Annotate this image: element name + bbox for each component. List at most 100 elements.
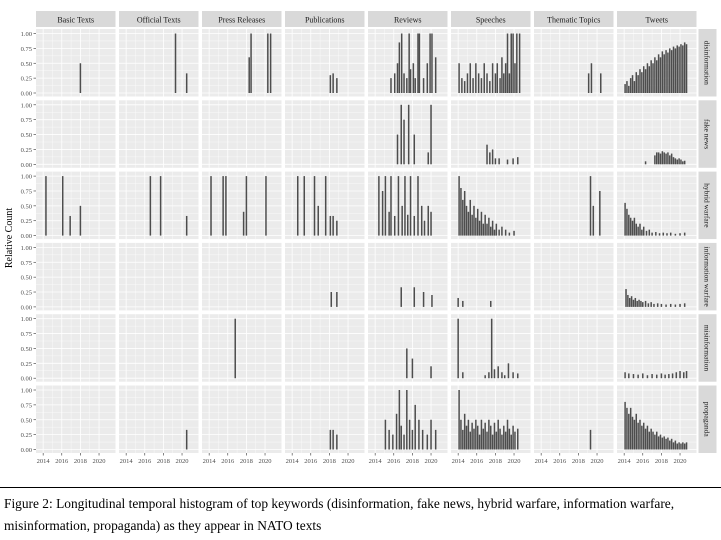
histogram-bar: [683, 372, 685, 379]
x-tick-label: 2014: [618, 458, 632, 465]
histogram-bar: [493, 229, 496, 236]
histogram-bar: [185, 429, 188, 450]
histogram-bar: [463, 81, 466, 93]
row-strip-label: fake news: [703, 119, 712, 149]
histogram-bar: [469, 431, 472, 450]
y-tick-label: 1.00: [21, 31, 32, 38]
histogram-bar: [628, 413, 630, 450]
panel-background: [36, 242, 116, 311]
histogram-bar: [242, 211, 245, 236]
histogram-bar: [486, 431, 488, 450]
histogram-bar: [666, 233, 668, 236]
histogram-bar: [663, 152, 665, 165]
column-strip-official-texts: Official Texts: [119, 11, 199, 27]
y-tick-label: 0.25: [21, 147, 32, 154]
facet-panel-hybrid-warfare-speeches: [451, 171, 531, 240]
facet-panel-disinformation-speeches: [451, 29, 531, 97]
histogram-bar: [646, 63, 649, 93]
histogram-bar: [417, 176, 419, 236]
histogram-bar: [635, 72, 638, 93]
row-strip-bg: [698, 29, 717, 97]
histogram-bar: [303, 176, 306, 236]
histogram-bar: [269, 33, 272, 93]
histogram-bar: [248, 57, 250, 93]
histogram-bar: [504, 229, 507, 236]
facet-panel-information-warfare-publications: [285, 242, 365, 311]
panel-background: [202, 242, 282, 311]
panel-background: [119, 171, 199, 240]
histogram-bar: [670, 438, 673, 450]
histogram-bar: [408, 419, 411, 450]
histogram-bar: [513, 230, 515, 236]
row-strip-label: propaganda: [703, 402, 712, 438]
facet-panel-fake-news-basic-texts: [36, 100, 116, 168]
histogram-bar: [491, 434, 494, 450]
histogram-bar: [336, 292, 338, 307]
histogram-bar: [517, 373, 519, 379]
figure-caption: Figure 2: Longitudinal temporal histogra…: [4, 496, 675, 533]
histogram-bar: [662, 232, 665, 236]
facet-panel-misinformation-basic-texts: [36, 314, 116, 382]
histogram-bar: [656, 431, 658, 450]
histogram-bar: [488, 372, 490, 379]
histogram-bar: [423, 220, 426, 236]
histogram-bar: [431, 295, 433, 307]
y-tick-label: 0.00: [21, 304, 32, 311]
histogram-bar: [406, 78, 408, 93]
histogram-bar: [397, 176, 400, 236]
y-tick-label: 0.75: [21, 188, 32, 195]
histogram-bar: [626, 208, 628, 236]
histogram-bar: [495, 431, 498, 450]
histogram-bar: [497, 366, 499, 379]
histogram-bar: [644, 161, 647, 165]
histogram-bar: [510, 33, 512, 93]
column-strip-label: Official Texts: [137, 16, 181, 25]
histogram-bar: [641, 72, 643, 93]
panel-background: [285, 100, 365, 168]
column-strip-press-releases: Press Releases: [202, 11, 282, 27]
histogram-bar: [457, 297, 459, 307]
histogram-bar: [490, 226, 492, 236]
histogram-bar: [679, 371, 681, 379]
column-strip-label: Basic Texts: [57, 16, 94, 25]
histogram-bar: [384, 419, 387, 450]
histogram-bar: [679, 233, 681, 236]
histogram-bar: [336, 220, 338, 236]
histogram-bar: [628, 214, 630, 236]
histogram-bar: [656, 152, 658, 165]
histogram-bar: [406, 348, 408, 379]
panel-background: [202, 100, 282, 168]
histogram-bar: [494, 73, 497, 93]
histogram-bar: [488, 419, 490, 450]
x-tick-label: 2016: [387, 458, 401, 465]
row-strip-bg: [698, 385, 717, 453]
histogram-bar: [430, 104, 432, 165]
histogram-bar: [665, 438, 667, 450]
column-strip-reviews: Reviews: [368, 11, 448, 27]
histogram-bar: [518, 33, 521, 93]
histogram-bar: [329, 429, 332, 450]
panel-background: [202, 29, 282, 97]
histogram-bar: [630, 296, 633, 307]
histogram-bar: [484, 214, 486, 236]
histogram-bar: [332, 429, 334, 450]
y-tick-label: 0.25: [21, 432, 32, 439]
histogram-bar: [411, 358, 414, 379]
histogram-bar: [45, 176, 47, 236]
histogram-bar: [79, 63, 82, 93]
histogram-bar: [636, 300, 638, 307]
histogram-bar: [650, 428, 652, 450]
histogram-bar: [491, 149, 494, 165]
facet-panel-misinformation-publications: [285, 314, 365, 382]
y-axis-label: Relative Count: [4, 208, 15, 268]
histogram-bar: [413, 287, 416, 307]
histogram-bar: [484, 422, 486, 450]
facet-panel-information-warfare-reviews: [368, 242, 448, 311]
panel-background: [285, 242, 365, 311]
histogram-bar: [501, 434, 503, 450]
histogram-bar: [473, 428, 475, 450]
column-strip-bg: [534, 11, 614, 27]
facet-panel-propaganda-official-texts: [119, 385, 199, 453]
row-strip-misinformation: misinformation: [698, 314, 717, 382]
histogram-bar: [506, 419, 509, 450]
